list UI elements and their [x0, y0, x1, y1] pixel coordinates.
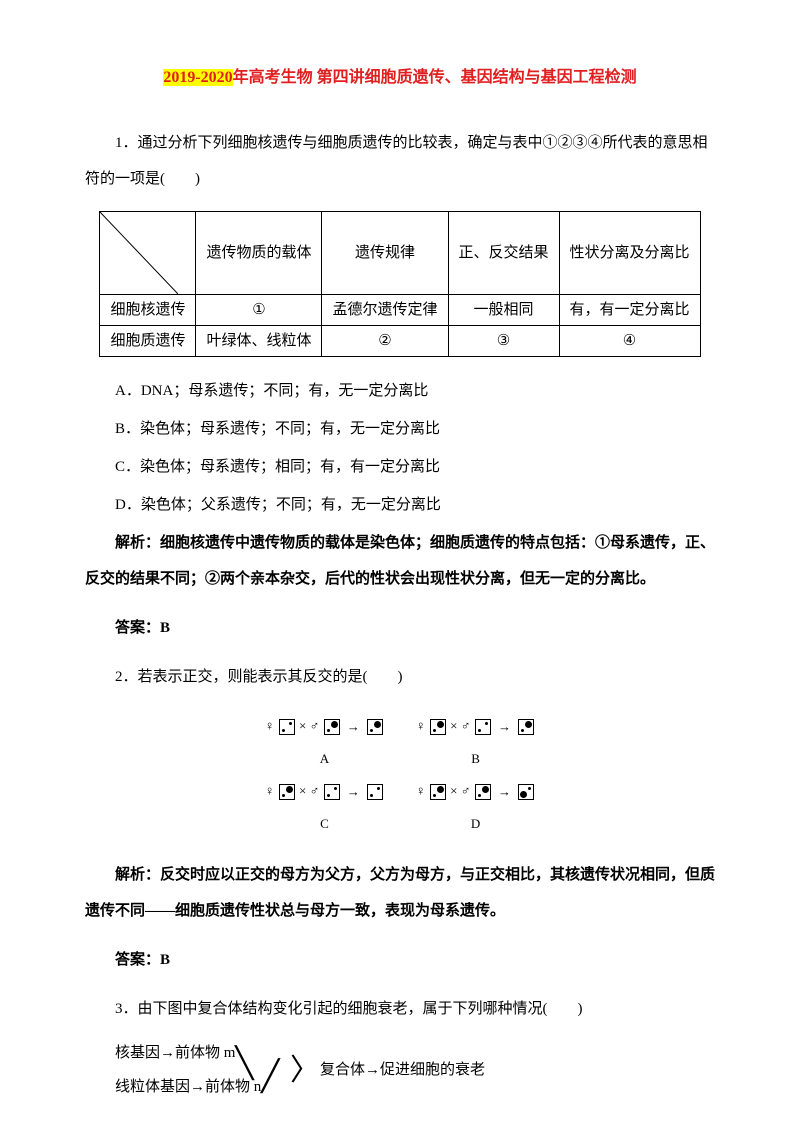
r2c1: 细胞质遗传: [100, 325, 196, 356]
cross-a: ♀ × ♂ →: [265, 711, 384, 742]
q1-opt-a: A．DNA；母系遗传；不同；有，无一定分离比: [115, 373, 715, 409]
cross-d: ♀ × ♂ →: [416, 776, 535, 807]
r1c5: 有，有一定分离比: [559, 294, 700, 325]
q2-explanation: 解析：反交时应以正交的母方为父方，父方为母方，与正交相比，其核遗传状况相同，但质…: [85, 857, 715, 929]
label-c: C: [265, 809, 384, 839]
cross-c: ♀ × ♂ →: [265, 776, 384, 807]
flow-line1: 核基因→前体物 m: [115, 1045, 235, 1061]
th-carrier: 遗传物质的载体: [196, 211, 322, 294]
q1-answer: 答案：B: [85, 611, 715, 646]
th-cross: 正、反交结果: [448, 211, 559, 294]
q1-explanation: 解析：细胞核遗传中遗传物质的载体是染色体；细胞质遗传的特点包括：①母系遗传，正、…: [85, 525, 715, 597]
flow-right: 复合体→促进细胞的衰老: [320, 1062, 485, 1078]
q1-options: A．DNA；母系遗传；不同；有，无一定分离比 B．染色体；母系遗传；不同；有，无…: [115, 373, 715, 523]
r1c2: ①: [196, 294, 322, 325]
flow-line2: 线粒体基因→前体物 n: [115, 1079, 261, 1095]
r1c3: 孟德尔遗传定律: [322, 294, 448, 325]
q2-answer: 答案：B: [85, 943, 715, 978]
flow-diagram: 核基因→前体物 m╲ 〉复合体→促进细胞的衰老 线粒体基因→前体物 n╱: [115, 1041, 715, 1099]
r2c3: ②: [322, 325, 448, 356]
r2c5: ④: [559, 325, 700, 356]
q1-opt-d: D．染色体；父系遗传；不同；有，无一定分离比: [115, 487, 715, 523]
th-ratio: 性状分离及分离比: [559, 211, 700, 294]
page-title: 2019-2020年高考生物 第四讲细胞质遗传、基因结构与基因工程检测: [85, 60, 715, 97]
r1c4: 一般相同: [448, 294, 559, 325]
label-a: A: [265, 744, 384, 774]
title-rest: 年高考生物 第四讲细胞质遗传、基因结构与基因工程检测: [233, 69, 637, 86]
q1-stem: 1．通过分析下列细胞核遗传与细胞质遗传的比较表，确定与表中①②③④所代表的意思相…: [85, 125, 715, 197]
r2c4: ③: [448, 325, 559, 356]
cross-b: ♀ × ♂ →: [416, 711, 535, 742]
comparison-table: 遗传物质的载体 遗传规律 正、反交结果 性状分离及分离比 细胞核遗传 ① 孟德尔…: [99, 211, 700, 357]
q1-opt-c: C．染色体；母系遗传；相同；有，有一定分离比: [115, 449, 715, 485]
q2-stem: 2．若表示正交，则能表示其反交的是( ): [85, 659, 715, 695]
q3-stem: 3．由下图中复合体结构变化引起的细胞衰老，属于下列哪种情况( ): [85, 991, 715, 1027]
label-b: B: [416, 744, 535, 774]
label-d: D: [416, 809, 535, 839]
diagonal-cell: [100, 212, 178, 294]
r2c2: 叶绿体、线粒体: [196, 325, 322, 356]
cross-diagram: ♀ × ♂ → A ♀ × ♂ → B ♀ × ♂ → C ♀ × ♂ → D: [85, 709, 715, 839]
r1c1: 细胞核遗传: [100, 294, 196, 325]
q1-opt-b: B．染色体；母系遗传；不同；有，无一定分离比: [115, 411, 715, 447]
th-law: 遗传规律: [322, 211, 448, 294]
title-highlight: 2019-2020: [163, 69, 232, 86]
